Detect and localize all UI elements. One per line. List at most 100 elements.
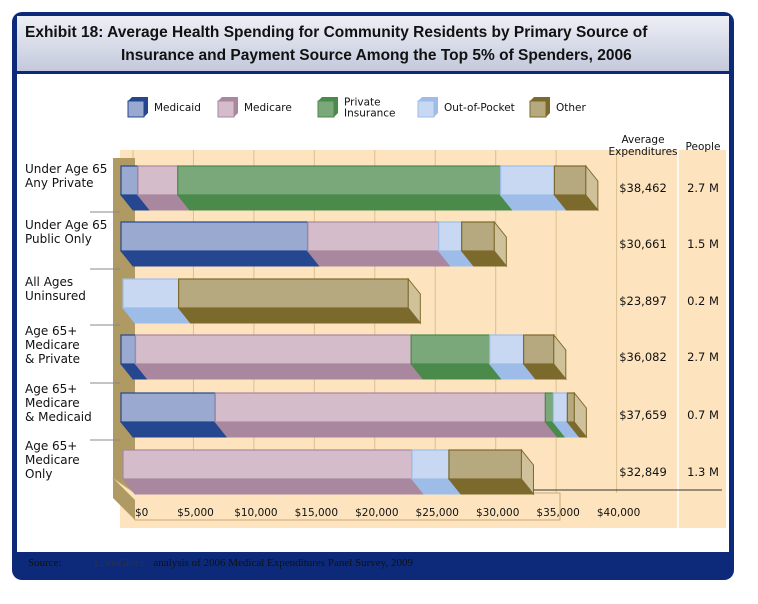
average-expenditure-value: $38,462	[619, 181, 667, 195]
x-tick-label: $40,000	[597, 507, 640, 519]
bar-segment-out-of-pocket	[411, 449, 450, 480]
bar-segment-bottom	[176, 194, 514, 211]
row-label: Under Age 65	[25, 218, 107, 232]
bar-segment-bottom	[177, 307, 422, 324]
title-line-1: Exhibit 18: Average Health Spending for …	[25, 24, 648, 41]
average-expenditure-value: $30,661	[619, 237, 667, 251]
bar-segment-bottom	[214, 421, 559, 438]
bar-segment-private-insurance	[410, 334, 491, 365]
legend-swatch-face	[317, 100, 335, 118]
bar-segment-out-of-pocket	[489, 334, 525, 365]
source-text: analysis of 2006 Medical Expenditures Pa…	[153, 557, 413, 569]
bar-segment-other	[566, 392, 575, 423]
average-expenditure-value: $32,849	[619, 465, 667, 479]
row-label: Only	[25, 467, 53, 481]
x-tick-label: $25,000	[416, 507, 459, 519]
people-header: People	[686, 141, 721, 153]
people-value: 1.3 M	[687, 465, 719, 479]
legend-swatch-face	[127, 100, 145, 118]
row-label: & Medicaid	[25, 410, 92, 424]
bar-segment-bottom	[306, 250, 452, 267]
row-label: Public Only	[25, 232, 92, 246]
x-tick-label: $0	[135, 507, 148, 519]
expenditures-header: Average	[621, 134, 664, 146]
bar-segment-out-of-pocket	[552, 392, 568, 423]
bar-segment-bottom	[447, 478, 535, 495]
bar-end-cap	[493, 220, 507, 268]
bar-segment-medicare	[214, 392, 546, 423]
x-tick-label: $15,000	[295, 507, 338, 519]
bar-segment-medicare	[137, 165, 179, 196]
legend-swatch-face	[529, 100, 547, 118]
legend-swatch-face	[417, 100, 435, 118]
row-label: Medicare	[25, 396, 80, 410]
x-tick-label: $35,000	[536, 507, 579, 519]
bar-segment-medicaid	[120, 165, 139, 196]
bar-segment-medicare	[307, 221, 440, 252]
bar-segment-other	[178, 278, 409, 309]
bar-segment-medicaid	[120, 334, 137, 365]
bar-segment-out-of-pocket	[122, 278, 180, 309]
chart-title: Exhibit 18: Average Health Spending for …	[25, 21, 725, 67]
x-tick-label: $10,000	[234, 507, 277, 519]
people-value: 1.5 M	[687, 237, 719, 251]
lewin-group-logo: LewinGroup	[94, 558, 145, 569]
row-label: Medicare	[25, 453, 80, 467]
bar-end-cap	[553, 333, 567, 381]
legend-label: Private	[344, 97, 381, 109]
row-label: & Private	[25, 352, 80, 366]
legend-label: Medicaid	[154, 102, 201, 114]
title-box: Exhibit 18: Average Health Spending for …	[17, 16, 729, 74]
bar-segment-other	[461, 221, 495, 252]
bar-segment-medicare	[134, 334, 412, 365]
legend-label: Insurance	[344, 108, 396, 120]
legend-label: Medicare	[244, 102, 292, 114]
row-label: Age 65+	[25, 439, 77, 453]
people-value: 0.2 M	[687, 294, 719, 308]
floor-edge	[113, 478, 135, 520]
bar-segment-private-insurance	[177, 165, 502, 196]
bar-segment-bottom	[121, 478, 425, 495]
bar-end-cap	[573, 391, 587, 439]
bar-segment-other	[522, 334, 555, 365]
people-value: 0.7 M	[687, 408, 719, 422]
row-label: Uninsured	[25, 289, 86, 303]
bar-segment-bottom	[134, 363, 425, 380]
bar-segment-bottom	[119, 250, 321, 267]
x-tick-label: $30,000	[476, 507, 519, 519]
source-note: Source: LewinGroup analysis of 2006 Medi…	[28, 557, 728, 569]
bar-segment-out-of-pocket	[500, 165, 556, 196]
x-tick-label: $20,000	[355, 507, 398, 519]
bar-end-cap	[407, 277, 421, 325]
row-label: Age 65+	[25, 382, 77, 396]
bar-segment-bottom	[410, 363, 503, 380]
bar-segment-private-insurance	[544, 392, 554, 423]
legend-label: Other	[556, 102, 586, 114]
source-label: Source:	[28, 557, 62, 569]
legend-swatch-face	[217, 100, 235, 118]
average-expenditure-value: $37,659	[619, 408, 667, 422]
bar-segment-out-of-pocket	[438, 221, 463, 252]
expenditures-header: Expenditures	[609, 146, 678, 158]
bar-segment-medicare	[122, 449, 413, 480]
row-label: All Ages	[25, 275, 73, 289]
row-label: Any Private	[25, 176, 94, 190]
average-expenditure-value: $36,082	[619, 350, 667, 364]
people-value: 2.7 M	[687, 350, 719, 364]
title-line-2: Insurance and Payment Source Among the T…	[121, 47, 632, 64]
bar-segment-medicaid	[120, 392, 216, 423]
bar-segment-other	[553, 165, 587, 196]
bar-segment-bottom	[119, 421, 229, 438]
average-expenditure-value: $23,897	[619, 294, 667, 308]
people-value: 2.7 M	[687, 181, 719, 195]
bar-end-cap	[585, 164, 599, 212]
bar-end-cap	[520, 448, 534, 496]
bar-segment-medicaid	[120, 221, 309, 252]
row-label: Medicare	[25, 338, 80, 352]
row-label: Age 65+	[25, 324, 77, 338]
x-tick-label: $5,000	[177, 507, 214, 519]
bar-segment-other	[448, 449, 523, 480]
row-label: Under Age 65	[25, 162, 107, 176]
legend-label: Out-of-Pocket	[444, 102, 515, 114]
